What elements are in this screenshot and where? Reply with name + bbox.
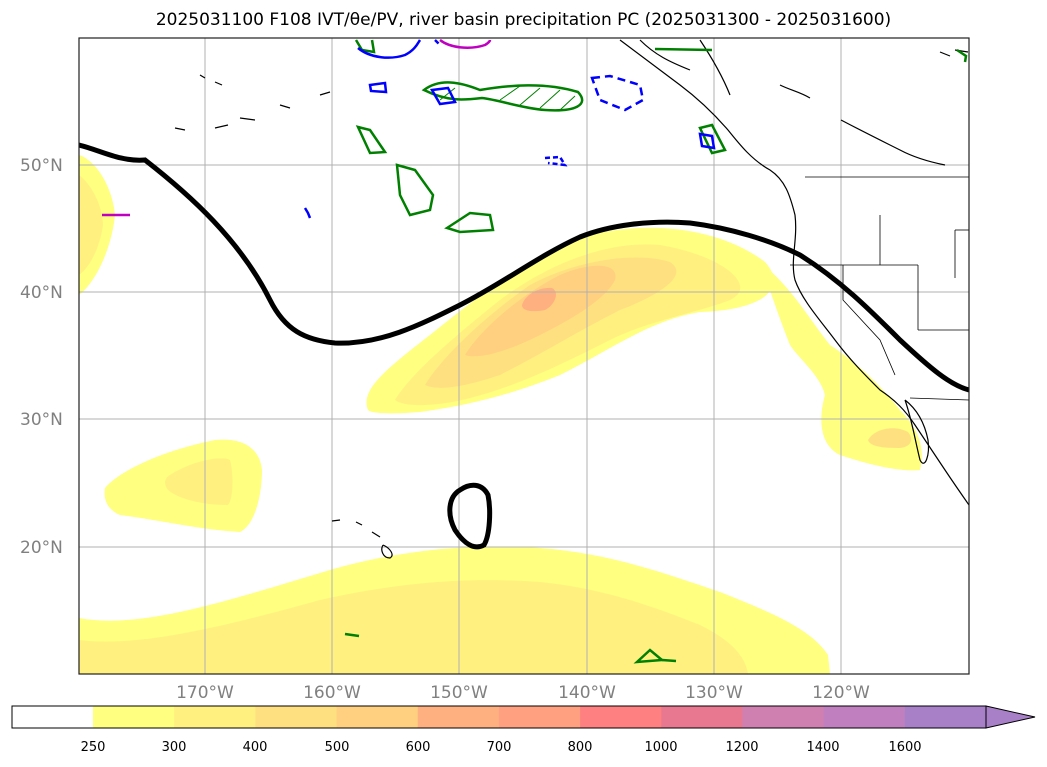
colorbar-segment xyxy=(904,706,987,728)
colorbar-frame xyxy=(11,705,987,729)
state-borders xyxy=(790,176,969,401)
longitude-labels: 170°W 160°W 150°W 140°W 130°W 120°W xyxy=(176,683,870,703)
lon-label-120w: 120°W xyxy=(812,683,870,703)
colorbar-segments xyxy=(12,706,987,728)
graticule xyxy=(79,38,969,674)
colorbar-segment xyxy=(498,706,581,728)
lon-label-150w: 150°W xyxy=(430,683,488,703)
pv-contours-green xyxy=(344,39,968,664)
pv-hatching-green xyxy=(439,85,576,111)
colorbar-tick-1200: 1200 xyxy=(725,740,758,755)
colorbar-tick-800: 800 xyxy=(568,740,593,755)
pv-contours-magenta xyxy=(102,38,492,217)
map-plot-area xyxy=(79,38,969,674)
lon-label-170w: 170°W xyxy=(176,683,234,703)
colorbar-segment xyxy=(255,706,338,728)
colorbar-tick-labels: 250 300 400 500 600 700 800 1000 1200 14… xyxy=(81,740,922,755)
ivt-southern-band xyxy=(79,546,830,674)
lat-label-30n: 30°N xyxy=(20,410,63,430)
colorbar-segment xyxy=(823,706,906,728)
colorbar-segment xyxy=(580,706,662,728)
ivt-plume-main xyxy=(366,227,774,414)
colorbar-segment xyxy=(336,706,419,728)
colorbar-tick-250: 250 xyxy=(81,740,106,755)
lat-label-20n: 20°N xyxy=(20,538,63,558)
colorbar-segment xyxy=(174,706,256,728)
colorbar-tick-600: 600 xyxy=(406,740,431,755)
lon-label-130w: 130°W xyxy=(685,683,743,703)
colorbar-segment xyxy=(742,706,825,728)
colorbar-segment xyxy=(661,706,743,728)
lon-label-160w: 160°W xyxy=(303,683,361,703)
colorbar: 250 300 400 500 600 700 800 1000 1200 14… xyxy=(11,705,1036,755)
colorbar-tick-500: 500 xyxy=(325,740,350,755)
colorbar-extend-arrow xyxy=(985,705,1036,729)
colorbar-tick-1400: 1400 xyxy=(806,740,839,755)
lat-label-50n: 50°N xyxy=(20,156,63,176)
ivt-central-blob xyxy=(104,439,262,532)
colorbar-segment xyxy=(417,706,500,728)
colorbar-segment xyxy=(12,706,94,728)
latitude-labels: 50°N 40°N 30°N 20°N xyxy=(20,156,63,558)
lat-label-40n: 40°N xyxy=(20,283,63,303)
colorbar-segment xyxy=(93,706,175,728)
lon-label-140w: 140°W xyxy=(558,683,616,703)
colorbar-tick-1600: 1600 xyxy=(888,740,921,755)
colorbar-tick-300: 300 xyxy=(162,740,187,755)
theta-e-contours xyxy=(79,142,969,550)
pv-contours-blue xyxy=(303,39,716,219)
page-title: 2025031100 F108 IVT/θe/PV, river basin p… xyxy=(155,10,892,30)
colorbar-tick-1000: 1000 xyxy=(644,740,677,755)
colorbar-tick-400: 400 xyxy=(243,740,268,755)
ivt-west-blob xyxy=(79,155,115,295)
map-frame xyxy=(78,37,970,675)
colorbar-tick-700: 700 xyxy=(487,740,512,755)
